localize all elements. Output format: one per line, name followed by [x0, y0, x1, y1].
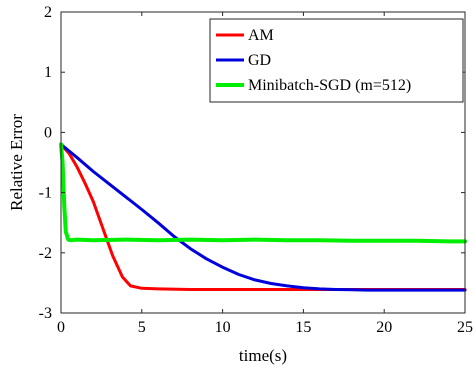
legend-label-2: GD	[248, 52, 271, 69]
y-tick-label: 0	[44, 124, 52, 141]
legend-label-3: Minibatch-SGD (m=512)	[248, 77, 411, 94]
legend-label-1: AM	[248, 27, 274, 44]
x-axis-title: time(s)	[239, 346, 287, 365]
y-tick-label: -2	[39, 245, 52, 262]
y-tick-label: 2	[44, 4, 52, 21]
legend-box	[209, 18, 464, 103]
legend: AM GD Minibatch-SGD (m=512)	[209, 18, 464, 103]
x-tick-label: 20	[376, 319, 392, 336]
x-tick-label: 5	[138, 319, 146, 336]
series-line-1	[59, 142, 467, 291]
series-line-2	[59, 142, 467, 292]
plot-area	[59, 142, 467, 292]
x-tick-label: 0	[57, 319, 65, 336]
y-axis-title: Relative Error	[7, 114, 26, 211]
legend-items: AM GD Minibatch-SGD (m=512)	[216, 27, 411, 94]
x-tick-label: 10	[215, 319, 231, 336]
x-tick-label: 25	[457, 319, 473, 336]
plot-frame	[60, 11, 466, 314]
y-tick-label: -1	[39, 185, 52, 202]
x-tick-label: 15	[295, 319, 311, 336]
y-tick-label: 1	[44, 64, 52, 81]
series-line-3	[59, 142, 467, 244]
axis-ticks: 0 5 10 15 20 25 -3 -2 -1 0 1 2	[39, 4, 473, 336]
y-tick-label: -3	[39, 305, 52, 322]
